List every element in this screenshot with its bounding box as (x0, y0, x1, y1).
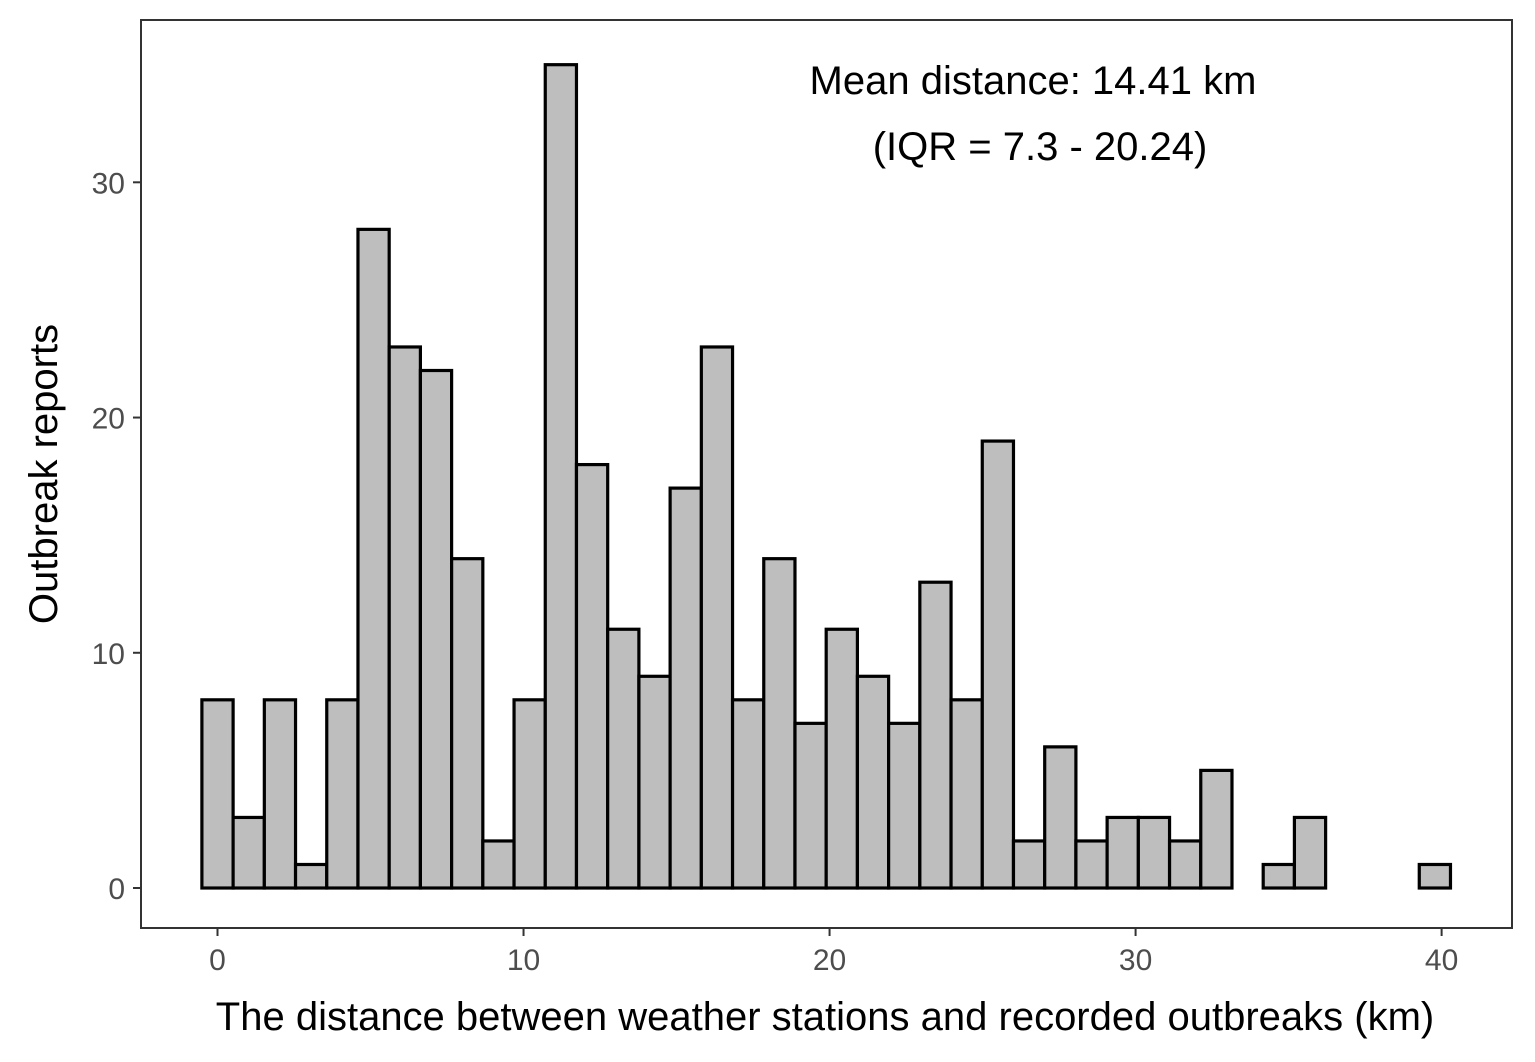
x-tick-label: 20 (813, 944, 846, 977)
histogram-bar (574, 462, 610, 890)
histogram-bar (918, 580, 953, 890)
histogram-bar (1043, 745, 1078, 890)
histogram-bar (1261, 862, 1297, 890)
y-tick-label: 0 (108, 873, 125, 906)
panel-border (140, 19, 1513, 929)
histogram-bar (762, 557, 797, 890)
histogram-bar (231, 815, 266, 890)
histogram-bar (668, 486, 703, 890)
y-tick-label: 20 (92, 403, 125, 436)
histogram-bar (1074, 839, 1109, 890)
x-tick-label: 30 (1119, 944, 1152, 977)
y-tick-label: 10 (92, 638, 125, 671)
histogram-bar (980, 439, 1016, 890)
histogram-bar (824, 627, 860, 890)
histogram-bar (606, 627, 641, 890)
histogram-bar (1417, 862, 1453, 890)
x-axis: 0 10 20 30 40 (209, 928, 1458, 977)
histogram-bar (793, 721, 828, 890)
y-axis-title: Outbreak reports (22, 324, 66, 624)
histogram-bar (1167, 839, 1203, 890)
histogram-bar (1199, 768, 1234, 890)
histogram-bar (1105, 815, 1140, 890)
histogram-bar (1011, 839, 1047, 890)
histogram-bar (699, 345, 735, 890)
histogram-bar (949, 698, 984, 890)
histogram-bar (887, 721, 922, 890)
histogram-bar (1292, 815, 1328, 890)
histogram-bar (1136, 815, 1172, 890)
histogram-bar (512, 698, 547, 890)
x-tick-label: 40 (1425, 944, 1458, 977)
bars-group (200, 63, 1453, 890)
x-tick-label: 0 (209, 944, 226, 977)
histogram-bar (200, 698, 235, 890)
x-tick-label: 10 (507, 944, 540, 977)
histogram-bar (730, 698, 766, 890)
histogram-bar (637, 674, 672, 890)
histogram-bar (262, 698, 298, 890)
histogram-bar (387, 345, 423, 890)
histogram-bar (543, 63, 579, 890)
histogram-bar (325, 698, 360, 890)
histogram-bar (450, 557, 485, 890)
histogram-bar (293, 862, 329, 890)
y-axis: 0 10 20 30 (92, 167, 141, 906)
annotation-mean: Mean distance: 14.41 km (810, 59, 1257, 103)
x-axis-title: The distance between weather stations an… (216, 995, 1434, 1039)
y-tick-label: 30 (92, 167, 125, 200)
annotation-iqr: (IQR = 7.3 - 20.24) (873, 125, 1208, 169)
histogram-bar (418, 368, 454, 890)
histogram-bar (481, 839, 516, 890)
histogram-bar (855, 674, 891, 890)
histogram-bar (356, 227, 391, 890)
